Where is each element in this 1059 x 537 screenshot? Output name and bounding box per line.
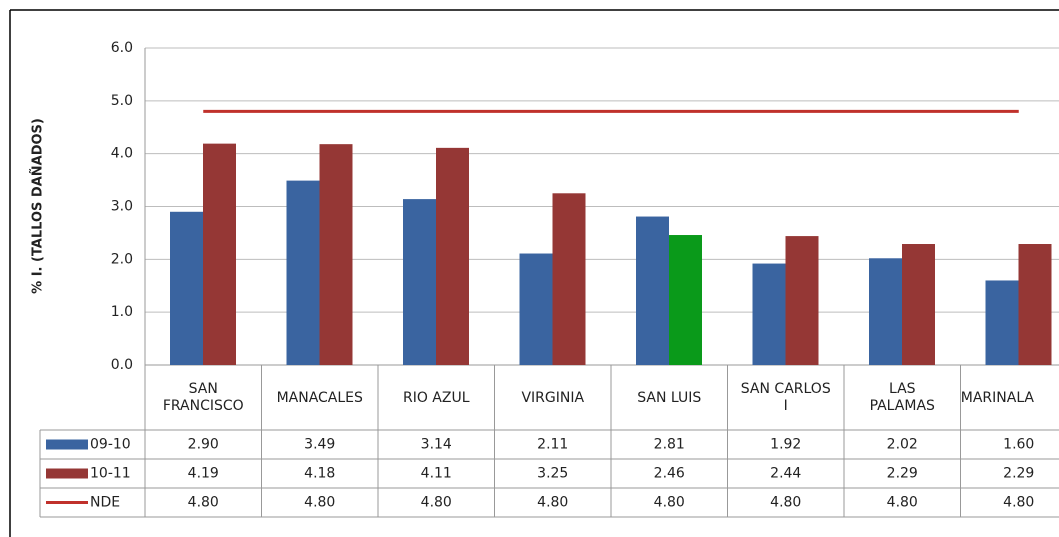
table-value: 3.14: [421, 437, 452, 453]
table-value: 2.46: [654, 466, 685, 482]
table-value: 2.29: [887, 466, 918, 482]
bar: [403, 199, 436, 365]
y-axis-title: % I. (TALLOS DAÑADOS): [30, 118, 46, 294]
bar: [669, 235, 702, 365]
bar: [1018, 244, 1052, 365]
bar: [319, 144, 353, 365]
table-value: 4.18: [304, 466, 335, 482]
y-tick-label: 4.0: [111, 146, 133, 162]
y-tick-label: 1.0: [111, 304, 133, 320]
y-tick-label: 5.0: [111, 93, 133, 109]
x-tick-label: RIO AZUL: [402, 389, 470, 406]
table-value: 4.80: [770, 495, 801, 511]
bar: [286, 180, 320, 365]
table-value: 4.80: [304, 495, 335, 511]
x-tick-label: SAN FRANCISCO: [162, 381, 244, 414]
bar: [170, 211, 203, 365]
bar: [869, 258, 902, 365]
table-value: 3.49: [304, 437, 335, 453]
table-value: 3.25: [537, 466, 568, 482]
bar: [519, 253, 553, 365]
table-value: 1.92: [770, 437, 801, 453]
table-value: 4.19: [188, 466, 219, 482]
bar: [552, 193, 586, 365]
bar: [985, 280, 1019, 365]
table-value: 1.60: [1003, 437, 1034, 453]
table-value: 2.90: [188, 437, 219, 453]
table-value: 2.44: [770, 466, 801, 482]
x-tick-label: LAS PALAMAS: [869, 381, 935, 414]
bar: [203, 143, 236, 365]
bar: [636, 216, 669, 365]
table-value: 4.80: [654, 495, 685, 511]
x-tick-label: SAN CARLOS I: [740, 381, 831, 414]
table-value: 4.80: [188, 495, 219, 511]
bar: [436, 147, 469, 365]
table-value: 2.11: [537, 437, 568, 453]
y-tick-label: 3.0: [111, 199, 133, 215]
bar: [902, 244, 935, 365]
table-value: 2.02: [887, 437, 918, 453]
x-tick-label: MARINALA: [960, 389, 1035, 406]
legend-label: NDE: [90, 495, 120, 511]
y-tick-label: 2.0: [111, 251, 133, 267]
bar: [785, 236, 819, 365]
table-value: 2.29: [1003, 466, 1034, 482]
y-tick-label: 6.0: [111, 40, 133, 56]
x-tick-label: MANACALES: [276, 389, 363, 406]
legend-swatch: [46, 468, 88, 479]
table-value: 4.11: [421, 466, 452, 482]
table-value: 4.80: [887, 495, 918, 511]
legend-label: 09-10: [90, 437, 131, 453]
y-tick-label: 0.0: [111, 357, 133, 373]
x-tick-label: VIRGINIA: [521, 389, 585, 406]
legend-label: 10-11: [90, 466, 131, 482]
table-value: 4.80: [537, 495, 568, 511]
x-tick-label: SAN LUIS: [637, 389, 702, 406]
table-value: 2.81: [654, 437, 685, 453]
bar: [752, 263, 786, 365]
table-value: 4.80: [421, 495, 452, 511]
legend-swatch: [46, 439, 88, 450]
table-value: 4.80: [1003, 495, 1034, 511]
